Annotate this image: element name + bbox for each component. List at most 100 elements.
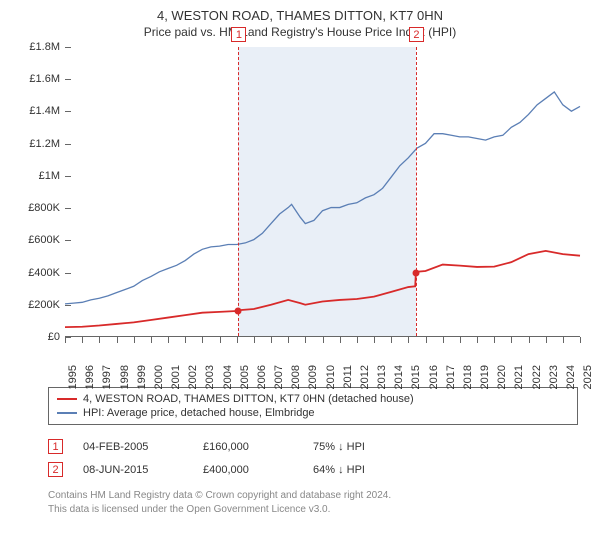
y-tick-label: £1.4M [20, 105, 60, 117]
x-tick-mark [271, 337, 272, 343]
sale-hpi-pct: 75% ↓ HPI [313, 441, 423, 453]
x-tick-label: 2009 [307, 365, 319, 389]
x-tick-label: 2020 [496, 365, 508, 389]
x-tick-mark [254, 337, 255, 343]
y-tick-mark [65, 47, 71, 48]
x-tick-label: 2003 [204, 365, 216, 389]
chart-lines [65, 47, 580, 336]
x-tick-label: 1999 [136, 365, 148, 389]
x-tick-mark [82, 337, 83, 343]
x-tick-mark [374, 337, 375, 343]
legend-row: HPI: Average price, detached house, Elmb… [57, 406, 569, 420]
x-tick-mark [529, 337, 530, 343]
sale-date: 04-FEB-2005 [83, 441, 183, 453]
y-tick-label: £0 [20, 331, 60, 343]
y-tick-mark [65, 176, 71, 177]
x-tick-mark [168, 337, 169, 343]
legend: 4, WESTON ROAD, THAMES DITTON, KT7 0HN (… [48, 387, 578, 425]
y-tick-label: £600K [20, 234, 60, 246]
chart-subtitle: Price paid vs. HM Land Registry's House … [10, 25, 590, 39]
x-tick-mark [288, 337, 289, 343]
x-tick-mark [185, 337, 186, 343]
series-price-paid [65, 251, 580, 327]
x-tick-label: 2005 [239, 365, 251, 389]
sale-hpi-pct: 64% ↓ HPI [313, 464, 423, 476]
x-tick-label: 2007 [273, 365, 285, 389]
y-tick-mark [65, 305, 71, 306]
x-tick-mark [460, 337, 461, 343]
y-tick-mark [65, 144, 71, 145]
series-hpi [65, 92, 580, 304]
y-tick-label: £1M [20, 170, 60, 182]
x-tick-mark [494, 337, 495, 343]
sale-marker-icon: 2 [48, 462, 63, 477]
x-tick-mark [134, 337, 135, 343]
x-tick-mark [580, 337, 581, 343]
y-tick-mark [65, 111, 71, 112]
sale-marker-box: 1 [231, 27, 246, 42]
chart-container: 4, WESTON ROAD, THAMES DITTON, KT7 0HN P… [0, 0, 600, 560]
x-tick-mark [99, 337, 100, 343]
sale-price: £160,000 [203, 441, 293, 453]
y-tick-label: £800K [20, 202, 60, 214]
chart-title: 4, WESTON ROAD, THAMES DITTON, KT7 0HN [10, 8, 590, 23]
x-tick-mark [202, 337, 203, 343]
x-tick-mark [65, 337, 66, 343]
x-tick-mark [305, 337, 306, 343]
sale-marker-vline [416, 47, 417, 336]
x-tick-label: 2013 [376, 365, 388, 389]
x-tick-label: 2019 [479, 365, 491, 389]
footer-line-1: Contains HM Land Registry data © Crown c… [48, 489, 578, 503]
x-tick-mark [511, 337, 512, 343]
x-tick-label: 1996 [84, 365, 96, 389]
sale-marker-box: 2 [409, 27, 424, 42]
x-tick-label: 2021 [513, 365, 525, 389]
legend-row: 4, WESTON ROAD, THAMES DITTON, KT7 0HN (… [57, 392, 569, 406]
x-tick-label: 1997 [101, 365, 113, 389]
x-tick-mark [391, 337, 392, 343]
x-tick-mark [546, 337, 547, 343]
footer-line-2: This data is licensed under the Open Gov… [48, 503, 578, 517]
x-tick-label: 2017 [445, 365, 457, 389]
y-tick-mark [65, 273, 71, 274]
x-tick-mark [117, 337, 118, 343]
legend-swatch [57, 398, 77, 400]
chart-area: 12 £0 £200K £400K £600K £800K £1M £1.2M £1.4M £1… [20, 47, 580, 377]
sale-marker-vline [238, 47, 239, 336]
sale-marker-icon: 1 [48, 439, 63, 454]
x-tick-label: 1995 [67, 365, 79, 389]
x-tick-mark [220, 337, 221, 343]
x-tick-mark [340, 337, 341, 343]
sale-price: £400,000 [203, 464, 293, 476]
x-tick-label: 2022 [531, 365, 543, 389]
y-tick-label: £1.2M [20, 138, 60, 150]
y-tick-label: £400K [20, 267, 60, 279]
y-tick-label: £1.8M [20, 41, 60, 53]
x-tick-label: 2011 [342, 365, 354, 389]
x-tick-mark [151, 337, 152, 343]
legend-label: HPI: Average price, detached house, Elmb… [83, 407, 315, 419]
footer-text: Contains HM Land Registry data © Crown c… [48, 489, 578, 516]
x-tick-label: 2010 [325, 365, 337, 389]
x-tick-label: 2001 [170, 365, 182, 389]
x-tick-label: 2024 [565, 365, 577, 389]
x-tick-mark [357, 337, 358, 343]
y-tick-mark [65, 79, 71, 80]
x-tick-label: 2002 [187, 365, 199, 389]
x-tick-mark [443, 337, 444, 343]
sale-point [412, 269, 419, 276]
x-tick-mark [563, 337, 564, 343]
x-tick-label: 2008 [290, 365, 302, 389]
y-tick-label: £1.6M [20, 73, 60, 85]
x-tick-label: 2025 [582, 365, 594, 389]
legend-label: 4, WESTON ROAD, THAMES DITTON, KT7 0HN (… [83, 393, 414, 405]
x-tick-label: 2006 [256, 365, 268, 389]
y-tick-mark [65, 240, 71, 241]
y-tick-label: £200K [20, 299, 60, 311]
plot-region: 12 [65, 47, 580, 337]
x-tick-label: 2023 [548, 365, 560, 389]
x-tick-label: 2015 [410, 365, 422, 389]
sale-row: 1 04-FEB-2005 £160,000 75% ↓ HPI [48, 435, 578, 458]
x-tick-mark [426, 337, 427, 343]
x-tick-mark [323, 337, 324, 343]
